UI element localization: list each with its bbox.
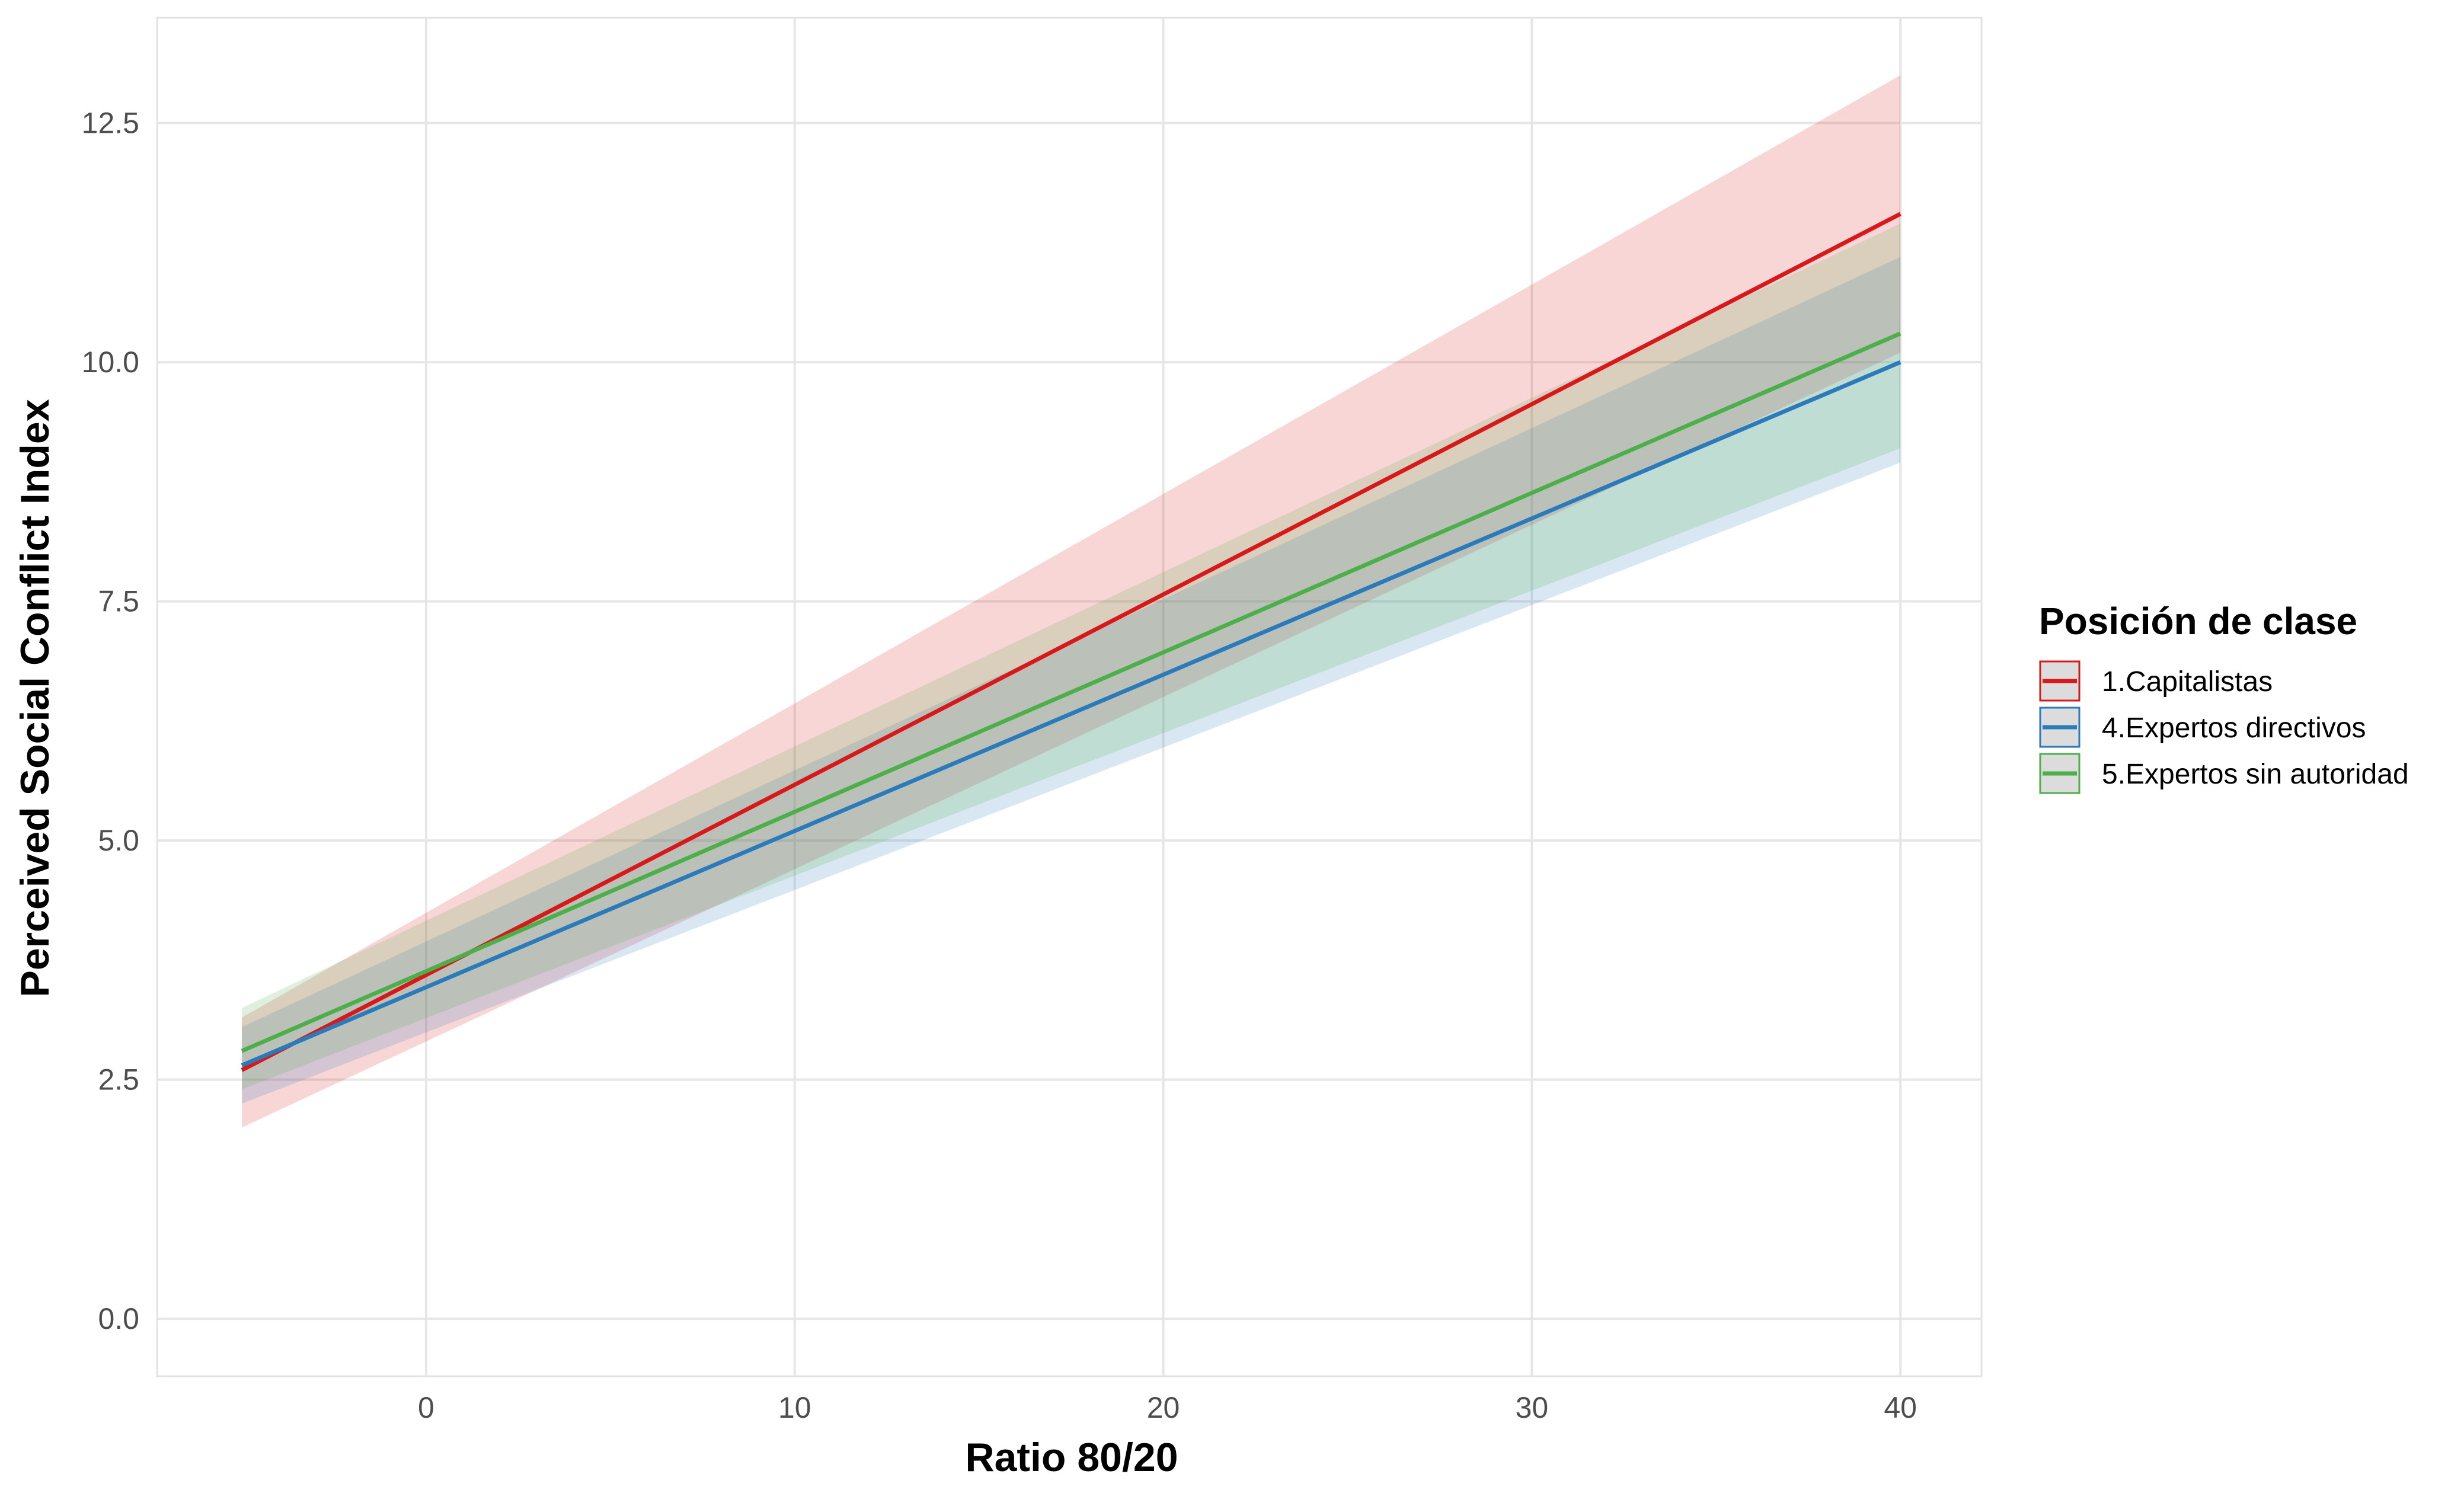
ci-band-1 [242,75,1901,1128]
x-tick-label: 10 [778,1391,811,1424]
y-tick-label: 10.0 [82,346,139,379]
y-axis-title: Perceived Social Conflict Index [12,399,57,997]
x-tick-label: 40 [1884,1391,1917,1424]
legend-item-expertos-sin-autoridad: 5.Expertos sin autoridad [2039,753,2409,794]
legend-label-capitalistas: 1.Capitalistas [2102,666,2273,698]
y-tick-label: 5.0 [98,824,139,857]
legend-label-expertos-directivos: 4.Expertos directivos [2102,712,2366,744]
y-tick-label: 7.5 [98,585,139,618]
x-axis-title: Ratio 80/20 [965,1435,1178,1480]
series-line-3 [241,331,1901,1053]
ci-band-2 [242,257,1901,1104]
panel-border [156,17,1983,1377]
series-line-2 [241,360,1901,1067]
legend: Posición de clase 1.Capitalistas 4.Exper… [2039,600,2409,794]
x-tick-label: 0 [418,1391,434,1424]
x-tick-label: 30 [1516,1391,1549,1424]
legend-label-expertos-sin-autoridad: 5.Expertos sin autoridad [2102,759,2409,790]
legend-item-capitalistas: 1.Capitalistas [2039,660,2273,702]
grid [156,17,1983,1377]
tick-labels: 0.0 2.5 5.0 7.5 10.0 12.5 0 10 20 30 40 [82,107,1917,1424]
y-tick-label: 2.5 [98,1063,139,1096]
series-line-1 [241,212,1901,1072]
y-tick-label: 0.0 [98,1302,139,1335]
x-tick-label: 20 [1147,1391,1180,1424]
legend-item-expertos-directivos: 4.Expertos directivos [2039,706,2366,748]
series-lines [241,212,1901,1072]
y-tick-label: 12.5 [82,107,139,140]
legend-title: Posición de clase [2039,600,2357,642]
